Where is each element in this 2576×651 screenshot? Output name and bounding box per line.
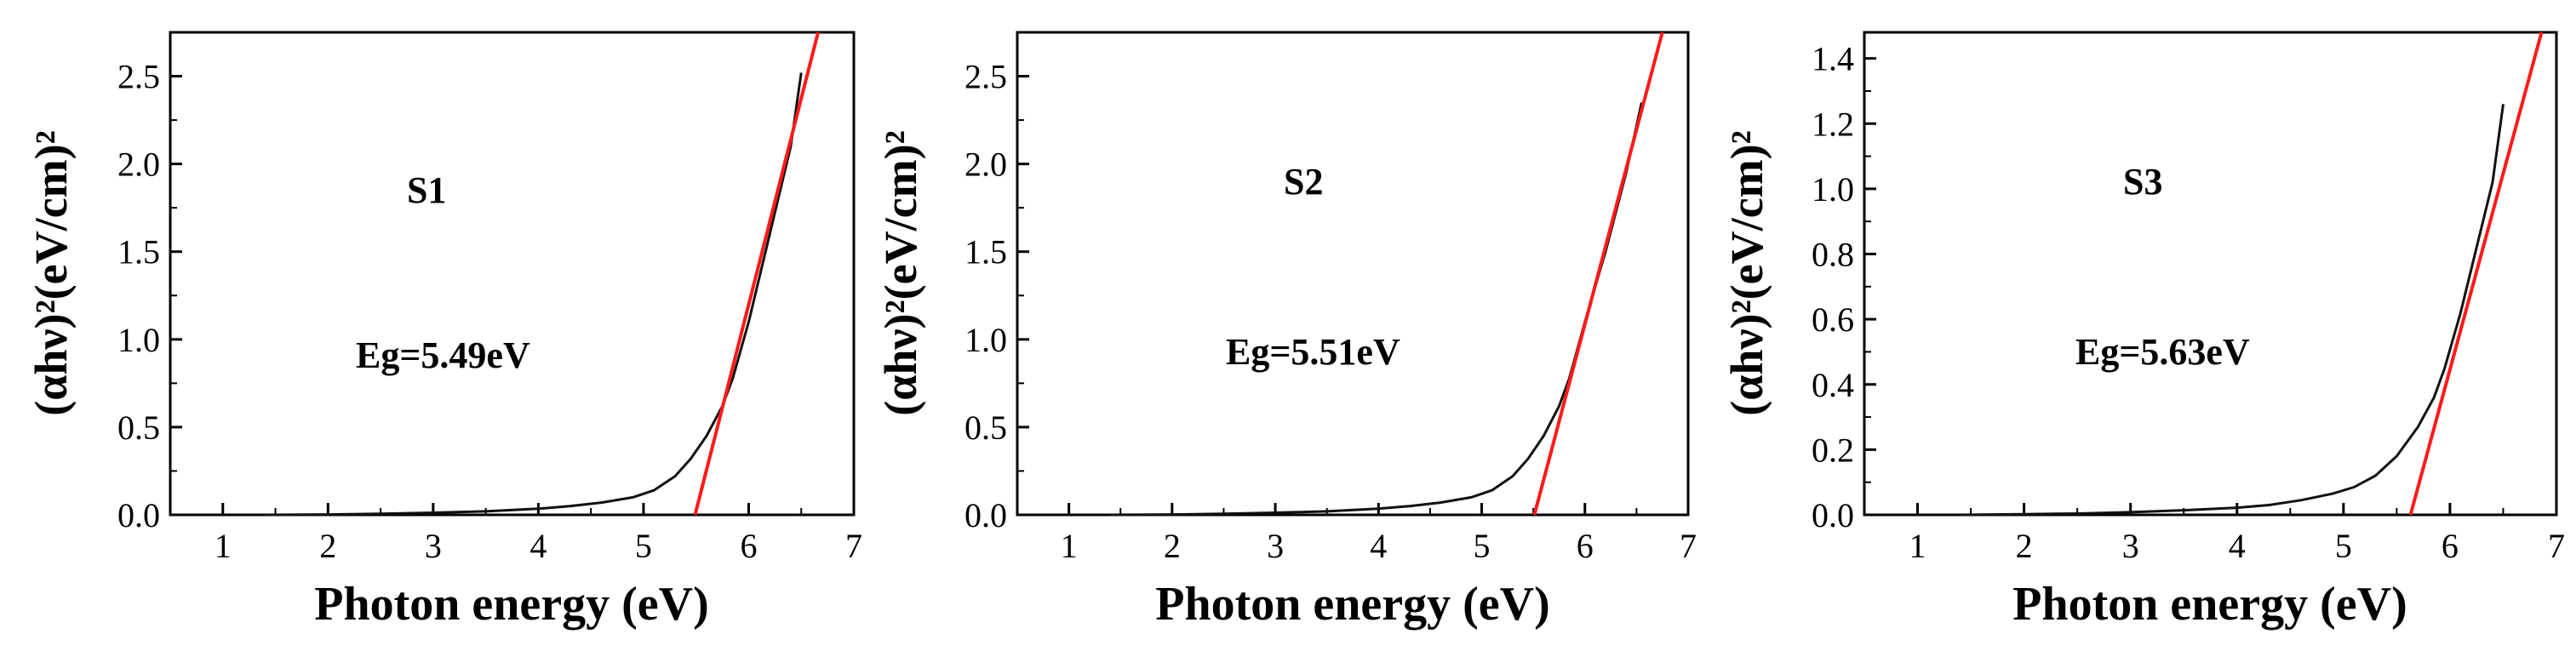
plot-frame	[1863, 31, 2558, 517]
absorption-curve	[1960, 104, 2504, 517]
x-tick-label: 2	[319, 527, 336, 565]
y-tick-label: 2.0	[117, 146, 160, 184]
series-group	[1110, 31, 1664, 517]
plot-frame	[1016, 31, 1690, 517]
x-tick-label: 7	[2548, 527, 2565, 565]
x-tick-label: 1	[1909, 527, 1926, 565]
x-tick-label: 1	[1061, 527, 1078, 565]
y-tick-label: 0.2	[1812, 431, 1854, 469]
x-tick-label: 3	[2122, 527, 2139, 565]
y-tick-label: 0.4	[1812, 366, 1854, 404]
y-tick-label: 0.5	[965, 408, 1007, 447]
band-gap-annotation: Eg=5.63eV	[2075, 331, 2250, 373]
y-tick-label: 1.5	[965, 233, 1007, 271]
x-tick-label: 2	[2016, 527, 2033, 565]
fit-line	[2408, 31, 2544, 516]
band-gap-annotation: Eg=5.51eV	[1226, 331, 1400, 373]
sample-label: S3	[2123, 161, 2162, 203]
absorption-curve	[1110, 102, 1643, 517]
y-ticks: 0.0 0.2 0.4 0.6 0.8 1.0 1.2 1.4	[1812, 40, 1876, 534]
x-tick-label: 7	[1680, 527, 1697, 565]
x-tick-label: 3	[425, 527, 442, 565]
y-axis-label: (αhν)²(eV/cm)²	[875, 130, 926, 416]
x-axis-label: Photon energy (eV)	[1155, 578, 1549, 631]
x-tick-label: 7	[845, 527, 862, 565]
x-tick-label: 5	[635, 527, 652, 565]
y-tick-label: 0.5	[117, 408, 160, 447]
series-group	[1960, 31, 2544, 517]
y-tick-label: 1.0	[1812, 170, 1854, 208]
fit-line	[693, 31, 820, 516]
band-gap-annotation: Eg=5.49eV	[356, 334, 530, 376]
absorption-curve	[265, 72, 803, 517]
x-ticks: 1 2 3 4 5 6 7	[1909, 503, 2565, 565]
panel-s3: 0.0 0.2 0.4 0.6 0.8 1.0 1.2 1.4 1 2 3 4 5 6 7 S3 Eg=5…	[1721, 31, 2565, 631]
y-axis-label: (αhν)²(eV/cm)²	[26, 130, 77, 416]
x-tick-label: 1	[215, 527, 232, 565]
y-tick-label: 1.5	[117, 233, 160, 271]
x-tick-label: 6	[1577, 527, 1594, 565]
x-tick-label: 2	[1164, 527, 1181, 565]
x-tick-label: 4	[530, 527, 547, 565]
y-tick-label: 0.0	[965, 496, 1007, 534]
x-tick-label: 4	[1370, 527, 1387, 565]
x-ticks: 1 2 3 4 5 6 7	[215, 503, 862, 565]
x-tick-label: 5	[1474, 527, 1491, 565]
x-tick-label: 3	[1267, 527, 1284, 565]
x-tick-label: 6	[740, 527, 757, 565]
y-tick-label: 2.5	[965, 58, 1007, 96]
y-tick-label: 1.4	[1812, 40, 1854, 78]
x-ticks: 1 2 3 4 5 6 7	[1061, 503, 1697, 565]
x-tick-label: 4	[2229, 527, 2246, 565]
sample-label: S1	[407, 169, 446, 211]
y-ticks: 0.0 0.5 1.0 1.5 2.0 2.5	[117, 58, 182, 534]
y-tick-label: 0.0	[117, 496, 160, 534]
y-axis-label: (αhν)²(eV/cm)²	[1721, 130, 1772, 416]
y-tick-label: 2.5	[117, 58, 160, 96]
plot-frame	[169, 31, 856, 517]
y-tick-label: 0.8	[1812, 236, 1854, 274]
sample-label: S2	[1284, 161, 1323, 203]
y-tick-label: 0.0	[1812, 496, 1854, 534]
x-axis-label: Photon energy (eV)	[2012, 578, 2407, 631]
x-axis-label: Photon energy (eV)	[314, 578, 708, 631]
y-tick-label: 1.0	[117, 321, 160, 359]
y-tick-label: 1.0	[965, 321, 1007, 359]
y-tick-label: 1.2	[1812, 105, 1854, 143]
x-tick-label: 5	[2335, 527, 2352, 565]
y-ticks: 0.0 0.5 1.0 1.5 2.0 2.5	[965, 58, 1029, 534]
x-tick-label: 6	[2441, 527, 2459, 565]
y-tick-label: 2.0	[965, 146, 1007, 184]
y-tick-label: 0.6	[1812, 300, 1854, 339]
series-group	[265, 31, 820, 517]
fit-line	[1532, 31, 1664, 516]
